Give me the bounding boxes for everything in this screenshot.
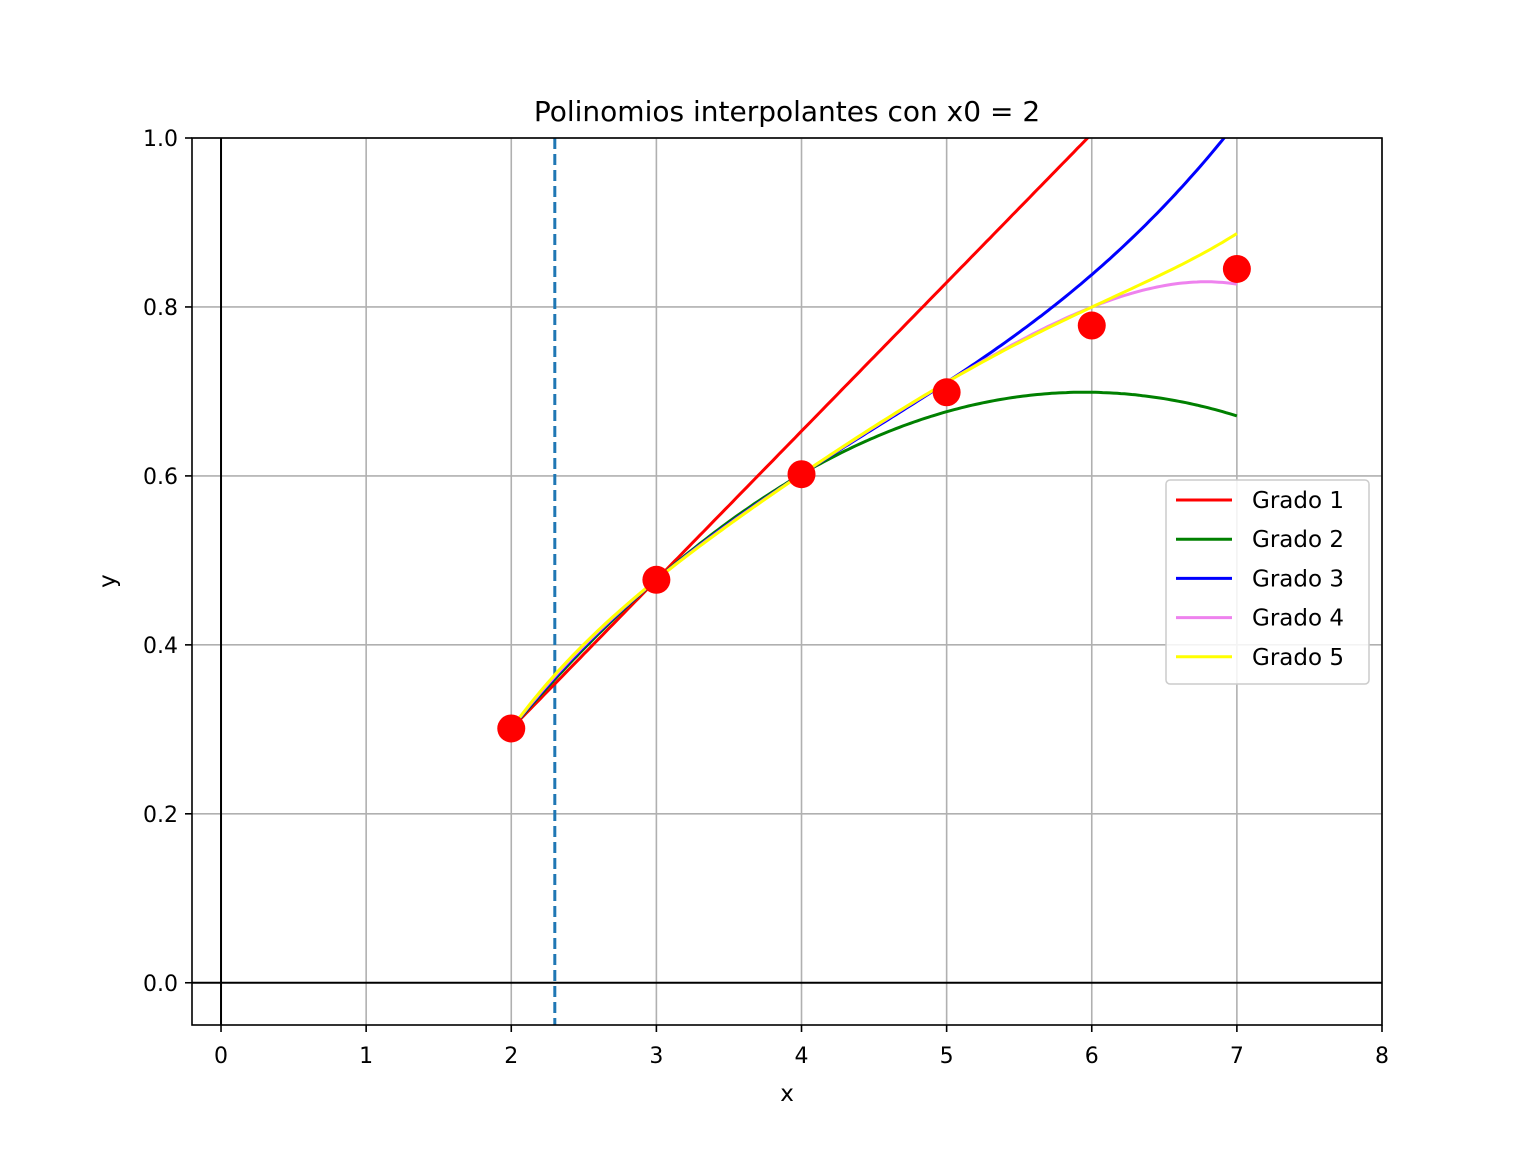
y-tick-label: 0.2: [143, 803, 178, 828]
reference-lines: [192, 138, 1382, 1025]
axis-ticks: 0 1 2 3 4 5 6 7 8 0.0 0.2 0.4 0.6 0.8 1.0: [143, 127, 1389, 1069]
chart-title: Polinomios interpolantes con x0 = 2: [534, 95, 1040, 128]
y-tick-label: 0.6: [143, 465, 178, 490]
x-tick-label: 2: [504, 1044, 518, 1069]
y-axis-label: y: [95, 574, 121, 588]
x-axis-label: x: [780, 1081, 794, 1107]
y-tick-label: 0.0: [143, 972, 178, 997]
x-tick-label: 4: [795, 1044, 809, 1069]
x-tick-label: 1: [359, 1044, 373, 1069]
plot-frame: [191, 137, 1383, 1026]
series-lines: [510, 138, 1238, 730]
legend-label: Grado 4: [1252, 606, 1344, 632]
x-tick-label: 7: [1230, 1044, 1244, 1069]
x-tick-label: 0: [214, 1044, 228, 1069]
data-point: [1077, 311, 1106, 340]
legend-label: Grado 2: [1252, 527, 1344, 553]
series-line-grado-1: [510, 138, 1090, 730]
legend-label: Grado 3: [1252, 566, 1344, 592]
legend-label: Grado 1: [1252, 488, 1344, 514]
legend-label: Grado 5: [1252, 645, 1344, 671]
y-tick-label: 0.4: [143, 634, 178, 659]
data-points: [497, 254, 1251, 743]
x-tick-label: 8: [1375, 1044, 1389, 1069]
x-tick-label: 6: [1085, 1044, 1099, 1069]
data-point: [932, 378, 961, 407]
data-point: [787, 460, 816, 489]
x-tick-label: 3: [649, 1044, 663, 1069]
legend-box: [1165, 479, 1370, 685]
series-line-grado-5: [510, 232, 1238, 730]
legend: Grado 1 Grado 2 Grado 3 Grado 4 Grado 5: [1165, 479, 1370, 685]
x-tick-label: 5: [940, 1044, 954, 1069]
data-point: [1222, 254, 1251, 283]
y-tick-label: 1.0: [143, 127, 178, 152]
data-point: [642, 565, 671, 594]
data-point: [497, 714, 526, 743]
y-tick-label: 0.8: [143, 296, 178, 321]
